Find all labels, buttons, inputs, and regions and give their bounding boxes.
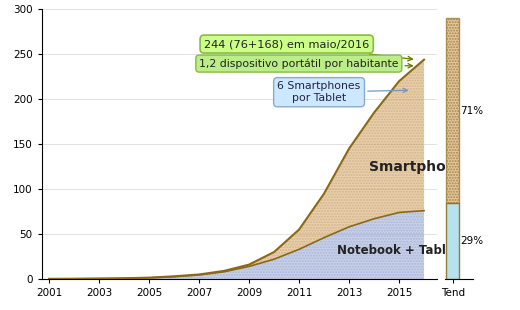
Text: 29%: 29% bbox=[460, 236, 483, 246]
Bar bbox=[446, 18, 460, 203]
Text: 71%: 71% bbox=[460, 106, 483, 116]
Bar bbox=[446, 203, 460, 279]
Text: 6 Smartphones
por Tablet: 6 Smartphones por Tablet bbox=[278, 82, 407, 103]
Text: Notebook + Tablet: Notebook + Tablet bbox=[336, 244, 459, 257]
Text: 1,2 dispositivo portátil por habitante: 1,2 dispositivo portátil por habitante bbox=[199, 58, 412, 69]
Text: 244 (76+168) em maio/2016: 244 (76+168) em maio/2016 bbox=[204, 39, 412, 61]
Text: Smartphone: Smartphone bbox=[369, 160, 465, 174]
